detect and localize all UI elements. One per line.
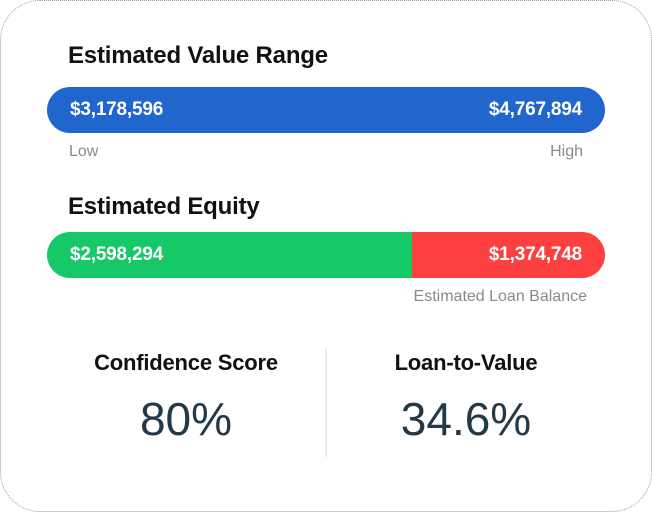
equity-bar: $2,598,294 $1,374,748 [47, 232, 605, 278]
equity-value: $2,598,294 [70, 244, 164, 265]
confidence-score-label: Confidence Score [94, 350, 278, 375]
value-range-title: Estimated Value Range [68, 42, 328, 69]
loan-to-value-stat: Loan-to-Value 34.6% [327, 349, 605, 457]
loan-to-value-label: Loan-to-Value [394, 350, 538, 375]
equity-axis-labels: Estimated Loan Balance [47, 287, 605, 307]
value-range-high-label: High [550, 143, 583, 160]
value-range-low-value: $3,178,596 [70, 99, 164, 120]
equity-title: Estimated Equity [68, 193, 260, 220]
confidence-score-value: 80% [139, 393, 233, 445]
equity-section: Estimated Equity $2,598,294 $1,374,748 E… [47, 192, 605, 307]
loan-balance-label: Estimated Loan Balance [413, 288, 587, 305]
loan-segment: $1,374,748 [411, 232, 605, 278]
equity-segment: $2,598,294 [47, 232, 412, 278]
stats-section: Confidence Score 80% Loan-to-Value 34.6% [47, 349, 605, 457]
value-range-section: Estimated Value Range $3,178,596 $4,767,… [47, 41, 605, 162]
value-range-axis-labels: Low High [47, 142, 605, 162]
loan-to-value-value: 34.6% [400, 393, 532, 445]
value-range-bar: $3,178,596 $4,767,894 [47, 87, 605, 133]
value-range-low-label: Low [69, 143, 99, 160]
loan-value: $1,374,748 [488, 244, 582, 265]
vertical-divider [325, 349, 327, 457]
confidence-score-stat: Confidence Score 80% [47, 349, 325, 457]
value-range-high-value: $4,767,894 [488, 99, 582, 120]
